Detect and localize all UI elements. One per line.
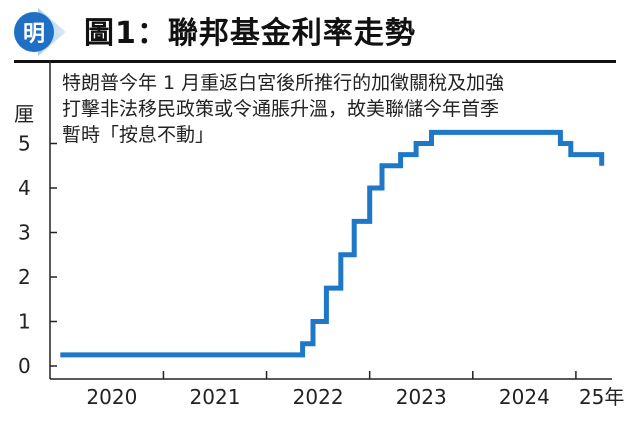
title-divider bbox=[14, 60, 616, 63]
y-tick-label: 3 bbox=[18, 221, 31, 245]
x-tick-label: 2023 bbox=[396, 385, 447, 409]
x-tick-label: 2020 bbox=[86, 385, 137, 409]
rate-series-line-0 bbox=[60, 129, 605, 358]
chart-annotation: 特朗普今年 1 月重返白宮後所推行的加徵關稅及加強 打擊非法移民政策或令通脹升溫… bbox=[62, 70, 622, 148]
x-tick-label: 2024 bbox=[499, 385, 550, 409]
y-axis-unit-label: 厘 bbox=[14, 102, 34, 126]
x-tick-label: 25年 bbox=[579, 385, 624, 409]
y-tick-label: 1 bbox=[18, 310, 31, 334]
annotation-line-3: 暫時「按息不動」 bbox=[62, 124, 215, 146]
x-tick-label: 2021 bbox=[190, 385, 241, 409]
y-tick-label: 5 bbox=[18, 132, 31, 156]
y-tick-labels: 0 1 2 3 4 5 bbox=[18, 132, 31, 379]
x-tick-label: 2022 bbox=[293, 385, 344, 409]
publication-logo: 明 bbox=[14, 12, 54, 52]
chart-title: 圖1：聯邦基金利率走勢 bbox=[84, 16, 416, 51]
series-layer bbox=[60, 129, 605, 358]
y-tick-label: 4 bbox=[18, 176, 31, 200]
annotation-line-2: 打擊非法移民政策或令通脹升溫，故美聯儲今年首季 bbox=[62, 98, 500, 120]
x-tick-labels: 2020 2021 2022 2023 2024 25年 bbox=[86, 385, 624, 409]
annotation-line-1: 特朗普今年 1 月重返白宮後所推行的加徵關稅及加強 bbox=[62, 72, 505, 94]
grid-layer bbox=[49, 60, 612, 380]
y-tick-label: 2 bbox=[18, 265, 31, 289]
chart-header: 明 圖1：聯邦基金利率走勢 bbox=[0, 0, 630, 62]
y-tick-label: 0 bbox=[18, 354, 31, 378]
